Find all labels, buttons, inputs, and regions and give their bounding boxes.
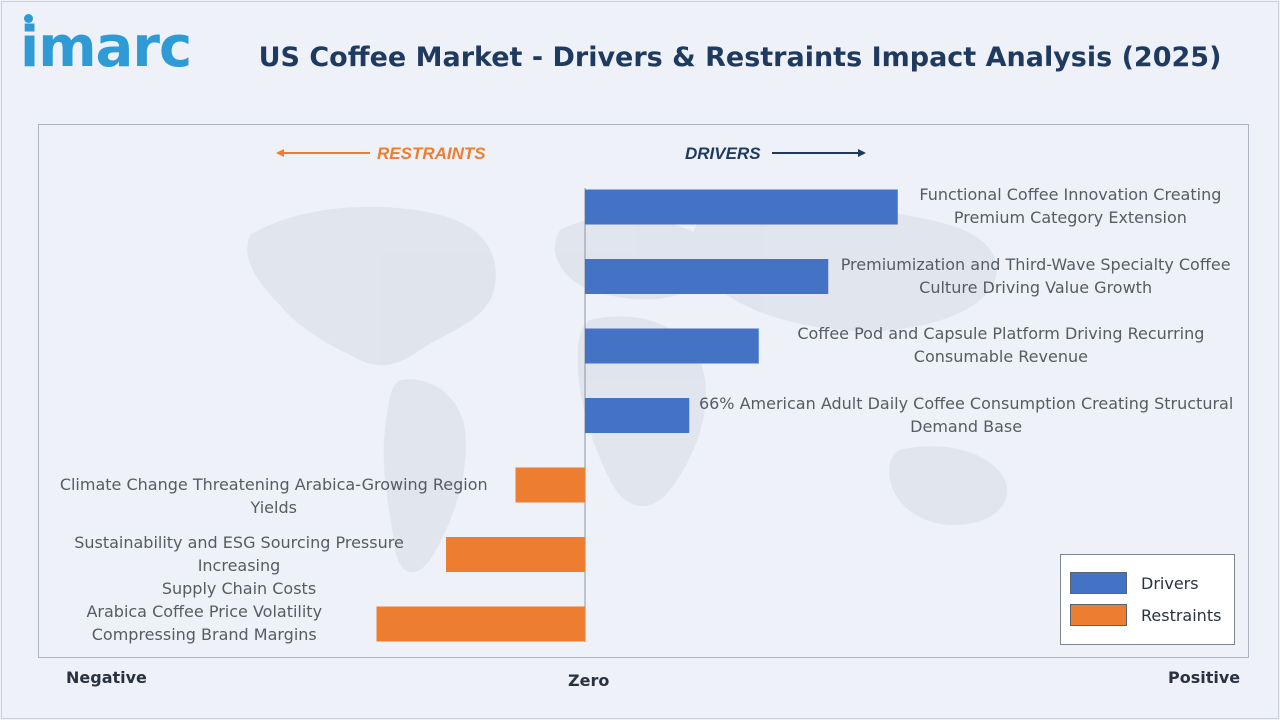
restraint-label-6: Sustainability and ESG Sourcing Pressure… [40, 531, 438, 600]
driver-label-4: 66% American Adult Daily Coffee Consumpt… [697, 392, 1235, 438]
driver-bar-2 [585, 259, 829, 294]
driver-label-2: Premiumization and Third-Wave Specialty … [836, 253, 1235, 299]
legend-label-restraints: Restraints [1141, 605, 1222, 625]
driver-label-1: Functional Coffee Innovation Creating Pre… [906, 183, 1235, 229]
driver-bar-3 [585, 328, 759, 364]
axis-zero-label: Zero [568, 671, 610, 690]
restraint-bar-7 [376, 606, 585, 642]
bar-label-line: Sustainability and ESG Sourcing Pressure… [74, 532, 404, 575]
restraint-bar-5 [515, 467, 585, 503]
bar-label-line: Climate Change Threatening Arabica-Growi… [59, 474, 488, 517]
legend-label-drivers: Drivers [1141, 573, 1199, 593]
restraint-label-5: Climate Change Threatening Arabica-Growi… [40, 473, 508, 519]
legend-swatch-restraints [1070, 604, 1127, 626]
legend-item-restraints: Restraints [1070, 603, 1221, 627]
restraint-label-7: Arabica Coffee Price Volatility Compressi… [40, 600, 369, 646]
legend-item-drivers: Drivers [1070, 571, 1199, 595]
bar-label-line: Functional Coffee Innovation Creating [919, 185, 1222, 204]
driver-bar-4 [585, 398, 690, 433]
drivers-direction-label: DRIVERS [685, 144, 761, 163]
bar-label-line: Premiumization and Third-Wave Specialty … [840, 254, 1231, 274]
drivers-arrowhead [858, 149, 866, 157]
bar-label-line: Premium Category Extension [953, 208, 1187, 227]
bar-label-line: Culture Driving Value Growth [919, 277, 1153, 297]
axis-negative-label: Negative [66, 668, 147, 687]
driver-bar-1 [585, 189, 898, 225]
restraints-arrowhead [276, 149, 284, 157]
legend: Drivers Restraints [1060, 554, 1235, 645]
bar-label-line: Consumable Revenue [913, 347, 1088, 366]
axis-positive-label: Positive [1168, 668, 1241, 687]
restraints-direction-label: RESTRAINTS [377, 144, 486, 163]
bar-label-line: Compressing Brand Margins [91, 625, 317, 644]
bar-label-line: 66% American Adult Daily Coffee Consumpt… [698, 393, 1234, 413]
bar-label-line: Supply Chain Costs [161, 578, 317, 598]
logo-dot [24, 14, 33, 23]
bar-label-line: Coffee Pod and Capsule Platform Driving … [797, 324, 1205, 343]
restraint-bar-6 [446, 537, 585, 572]
imarc-logo: imarc [20, 15, 192, 80]
driver-label-3: Coffee Pod and Capsule Platform Driving … [767, 322, 1235, 368]
bar-label-line: Arabica Coffee Price Volatility [86, 602, 323, 621]
bar-label-line: Demand Base [910, 416, 1023, 436]
chart-title: US Coffee Market - Drivers & Restraints … [258, 42, 1222, 73]
legend-swatch-drivers [1070, 572, 1127, 594]
